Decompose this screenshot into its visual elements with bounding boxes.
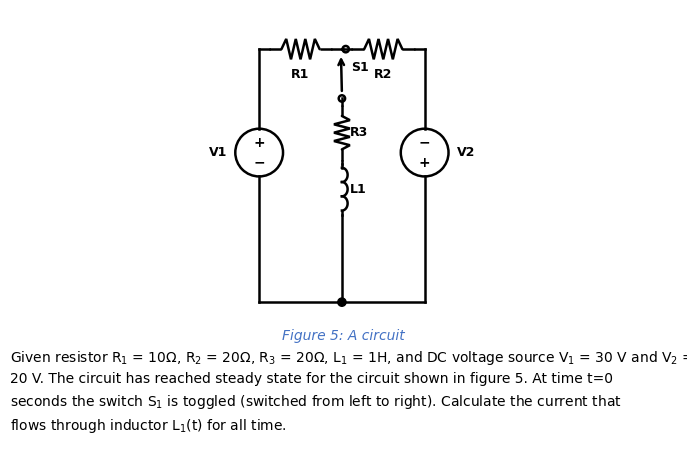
Circle shape: [338, 298, 346, 306]
Text: Figure 5: A circuit: Figure 5: A circuit: [282, 329, 405, 343]
Text: V2: V2: [456, 146, 475, 159]
Text: L1: L1: [350, 183, 367, 196]
Text: Given resistor R$_1$ = 10$\Omega$, R$_2$ = 20$\Omega$, R$_3$ = 20$\Omega$, L$_1$: Given resistor R$_1$ = 10$\Omega$, R$_2$…: [10, 349, 687, 435]
Text: −: −: [419, 136, 431, 150]
Text: R2: R2: [374, 68, 392, 81]
Text: R3: R3: [350, 126, 368, 139]
Text: V1: V1: [209, 146, 227, 159]
Text: +: +: [254, 136, 265, 150]
Text: +: +: [419, 155, 431, 169]
Text: −: −: [254, 155, 265, 169]
Text: S1: S1: [352, 61, 369, 74]
Text: R1: R1: [291, 68, 310, 81]
